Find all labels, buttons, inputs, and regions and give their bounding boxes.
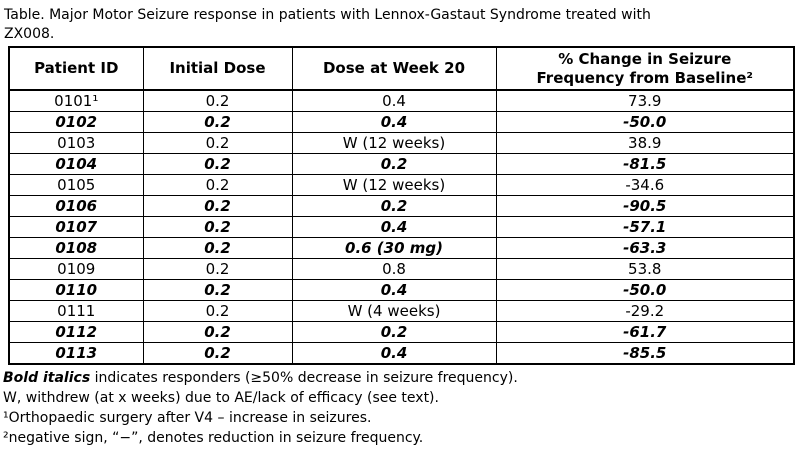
table-row: 0105 0.2 W (12 weeks) -34.6	[8, 174, 795, 196]
initial-dose-cell: 0.2	[142, 258, 293, 280]
seizure-response-table: Patient ID Initial Dose Dose at Week 20 …	[8, 46, 795, 365]
table-row: 0103 0.2 W (12 weeks) 38.9	[8, 132, 795, 154]
dose-week20-cell: 0.4	[291, 216, 497, 238]
footnote-responders-term: Bold italics	[3, 370, 91, 386]
dose-week20-cell: 0.2	[291, 195, 497, 217]
pct-change-cell: 73.9	[495, 89, 795, 112]
initial-dose-cell: 0.2	[142, 195, 293, 217]
initial-dose-cell: 0.2	[142, 300, 293, 322]
footnotes: Bold italics indicates responders (≥50% …	[3, 368, 803, 448]
footnote-responders: Bold italics indicates responders (≥50% …	[3, 368, 803, 388]
initial-dose-cell: 0.2	[142, 89, 293, 112]
pct-change-cell: -29.2	[495, 300, 795, 322]
footnote-negative-sign: ²negative sign, “−”, denotes reduction i…	[3, 430, 424, 446]
patient-id-cell: 0105	[8, 174, 144, 196]
pct-change-cell: -50.0	[495, 279, 795, 301]
col-header-patient-id: Patient ID	[8, 46, 144, 91]
patient-id-cell: 0101¹	[8, 89, 144, 112]
table-caption-line1: Table. Major Motor Seizure response in p…	[4, 7, 651, 23]
initial-dose-cell: 0.2	[142, 237, 293, 259]
initial-dose-cell: 0.2	[142, 342, 293, 365]
table-row: 0107 0.2 0.4 -57.1	[8, 216, 795, 238]
initial-dose-cell: 0.2	[142, 132, 293, 154]
initial-dose-cell: 0.2	[142, 153, 293, 175]
table-row: 0102 0.2 0.4 -50.0	[8, 111, 795, 133]
dose-week20-cell: 0.6 (30 mg)	[291, 237, 497, 259]
patient-id-cell: 0104	[8, 153, 144, 175]
pct-change-cell: -81.5	[495, 153, 795, 175]
dose-week20-cell: 0.2	[291, 321, 497, 343]
initial-dose-cell: 0.2	[142, 111, 293, 133]
table-caption-line2: ZX008.	[4, 26, 55, 42]
pct-change-cell: -90.5	[495, 195, 795, 217]
col-header-initial-dose: Initial Dose	[142, 46, 293, 91]
pct-change-cell: -61.7	[495, 321, 795, 343]
table-row: 0110 0.2 0.4 -50.0	[8, 279, 795, 301]
table-row: 0106 0.2 0.2 -90.5	[8, 195, 795, 217]
patient-id-cell: 0106	[8, 195, 144, 217]
dose-week20-cell: 0.4	[291, 342, 497, 365]
table-row: 0108 0.2 0.6 (30 mg) -63.3	[8, 237, 795, 259]
dose-week20-cell: 0.2	[291, 153, 497, 175]
dose-week20-cell: W (12 weeks)	[291, 174, 497, 196]
patient-id-cell: 0107	[8, 216, 144, 238]
table-row: 0104 0.2 0.2 -81.5	[8, 153, 795, 175]
patient-id-cell: 0113	[8, 342, 144, 365]
patient-id-cell: 0103	[8, 132, 144, 154]
table-row: 0112 0.2 0.2 -61.7	[8, 321, 795, 343]
pct-change-cell: 38.9	[495, 132, 795, 154]
table-row: 0101¹ 0.2 0.4 73.9	[8, 89, 795, 112]
table-caption: Table. Major Motor Seizure response in p…	[4, 6, 803, 44]
col-header-pct-change: % Change in Seizure Frequency from Basel…	[495, 46, 795, 91]
footnote-orthopaedic-surgery: ¹Orthopaedic surgery after V4 – increase…	[3, 410, 372, 426]
initial-dose-cell: 0.2	[142, 216, 293, 238]
dose-week20-cell: W (12 weeks)	[291, 132, 497, 154]
table-row: 0113 0.2 0.4 -85.5	[8, 342, 795, 365]
col-header-dose-week20: Dose at Week 20	[291, 46, 497, 91]
pct-change-cell: -34.6	[495, 174, 795, 196]
patient-id-cell: 0108	[8, 237, 144, 259]
patient-id-cell: 0112	[8, 321, 144, 343]
pct-change-cell: 53.8	[495, 258, 795, 280]
patient-id-cell: 0111	[8, 300, 144, 322]
dose-week20-cell: 0.4	[291, 89, 497, 112]
initial-dose-cell: 0.2	[142, 279, 293, 301]
pct-change-cell: -50.0	[495, 111, 795, 133]
patient-id-cell: 0110	[8, 279, 144, 301]
col-header-pct-change-label: % Change in Seizure Frequency from Basel…	[536, 49, 753, 87]
dose-week20-cell: 0.4	[291, 279, 497, 301]
footnote-responders-text: indicates responders (≥50% decrease in s…	[90, 370, 518, 386]
initial-dose-cell: 0.2	[142, 321, 293, 343]
patient-id-cell: 0102	[8, 111, 144, 133]
dose-week20-cell: W (4 weeks)	[291, 300, 497, 322]
patient-id-cell: 0109	[8, 258, 144, 280]
pct-change-cell: -63.3	[495, 237, 795, 259]
dose-week20-cell: 0.4	[291, 111, 497, 133]
initial-dose-cell: 0.2	[142, 174, 293, 196]
dose-week20-cell: 0.8	[291, 258, 497, 280]
footnote-withdrew: W, withdrew (at x weeks) due to AE/lack …	[3, 390, 439, 406]
pct-change-cell: -85.5	[495, 342, 795, 365]
table-row: 0109 0.2 0.8 53.8	[8, 258, 795, 280]
pct-change-cell: -57.1	[495, 216, 795, 238]
table-row: 0111 0.2 W (4 weeks) -29.2	[8, 300, 795, 322]
header-row: Patient ID Initial Dose Dose at Week 20 …	[8, 46, 795, 91]
